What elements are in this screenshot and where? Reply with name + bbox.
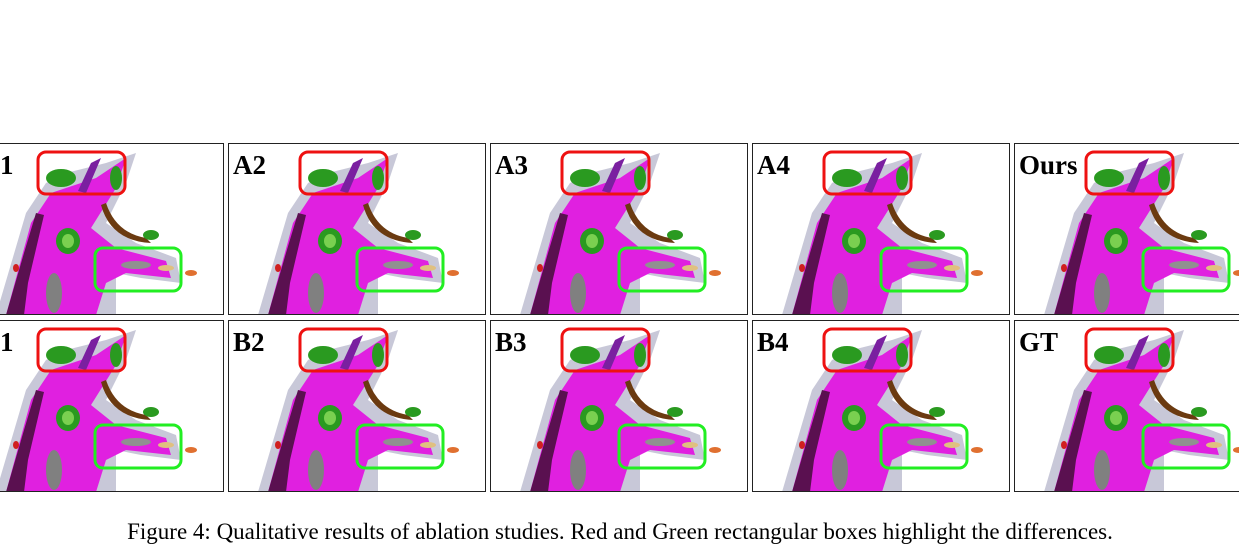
caption: Figure 4: Qualitative results of ablatio… [127,519,1113,544]
panel-image [752,320,1010,492]
segmentation-render [752,143,1010,315]
panel: B3 [490,320,748,492]
panel-border [0,320,224,492]
panel-label: A2 [233,150,266,180]
panel: Ours [1014,143,1239,315]
panel-border [752,320,1010,492]
panel-border [490,143,748,315]
panel: 1 [0,143,224,315]
panel-label: B4 [757,327,789,357]
panel-label: B2 [233,327,265,357]
segmentation-render [490,143,748,315]
segmentation-render [0,320,224,492]
panel-image [752,143,1010,315]
panel: B2 [228,320,486,492]
segmentation-render [228,143,486,315]
panel-border [490,320,748,492]
panel-image [228,320,486,492]
panel-border [228,143,486,315]
panel: A3 [490,143,748,315]
panel-border [0,143,224,315]
panel-label: A4 [757,150,790,180]
panel-image [0,143,224,315]
panel: A2 [228,143,486,315]
panel-label: 1 [0,150,14,180]
panel-image [228,143,486,315]
panel-border [228,320,486,492]
panel: A4 [752,143,1010,315]
panel-image [490,320,748,492]
panel: B4 [752,320,1010,492]
segmentation-render [228,320,486,492]
panel-border [1014,143,1239,315]
panel-border [752,143,1010,315]
panel-label: B3 [495,327,527,357]
segmentation-render [752,320,1010,492]
panel-image [490,143,748,315]
panel: 1 [0,320,224,492]
panel-label: A3 [495,150,528,180]
panel-image [0,320,224,492]
segmentation-render [0,143,224,315]
segmentation-render [490,320,748,492]
panel: GT [1014,320,1239,492]
panel-label: GT [1019,327,1058,357]
panel-border [1014,320,1239,492]
panel-label: Ours [1019,150,1078,180]
panel-label: 1 [0,327,14,357]
